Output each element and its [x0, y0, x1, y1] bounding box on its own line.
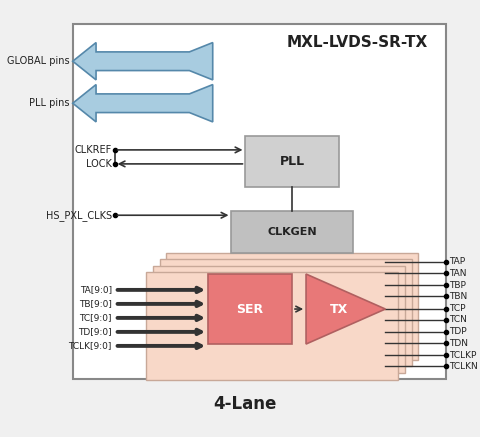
Bar: [159, 259, 411, 367]
Text: TDP: TDP: [449, 327, 467, 336]
Text: CLKGEN: CLKGEN: [267, 226, 317, 236]
Text: TX: TX: [330, 302, 348, 316]
Polygon shape: [72, 85, 213, 122]
Text: PLL pins: PLL pins: [29, 98, 70, 108]
Bar: [208, 274, 292, 344]
Text: TDN: TDN: [449, 339, 468, 347]
Bar: [245, 136, 339, 187]
Bar: [153, 266, 405, 373]
Text: SER: SER: [237, 302, 264, 316]
Text: TCP: TCP: [449, 304, 465, 313]
Text: HS_PXL_CLKS: HS_PXL_CLKS: [46, 210, 112, 221]
Text: GLOBAL pins: GLOBAL pins: [7, 56, 70, 66]
Text: TCLKP: TCLKP: [449, 351, 476, 360]
Text: TCLK[9:0]: TCLK[9:0]: [69, 341, 112, 350]
Text: TBP: TBP: [449, 281, 466, 290]
Text: TB[9:0]: TB[9:0]: [79, 299, 112, 309]
Text: PLL: PLL: [279, 155, 305, 168]
Text: TBN: TBN: [449, 292, 467, 301]
Bar: [166, 253, 418, 360]
Text: CLKREF: CLKREF: [75, 145, 112, 155]
Bar: [231, 211, 353, 253]
Polygon shape: [306, 274, 385, 344]
Text: TCN: TCN: [449, 315, 467, 324]
Text: TA[9:0]: TA[9:0]: [80, 285, 112, 295]
Bar: [72, 24, 446, 378]
Text: TAN: TAN: [449, 269, 467, 277]
Text: TAP: TAP: [449, 257, 465, 267]
Text: TCLKN: TCLKN: [449, 362, 478, 371]
Text: MXL-LVDS-SR-TX: MXL-LVDS-SR-TX: [286, 35, 427, 50]
Text: LOCK: LOCK: [86, 159, 112, 169]
Polygon shape: [72, 42, 213, 80]
Text: 4-Lane: 4-Lane: [214, 395, 277, 413]
Text: TC[9:0]: TC[9:0]: [79, 313, 112, 323]
Text: TD[9:0]: TD[9:0]: [78, 327, 112, 336]
Bar: [146, 272, 398, 379]
